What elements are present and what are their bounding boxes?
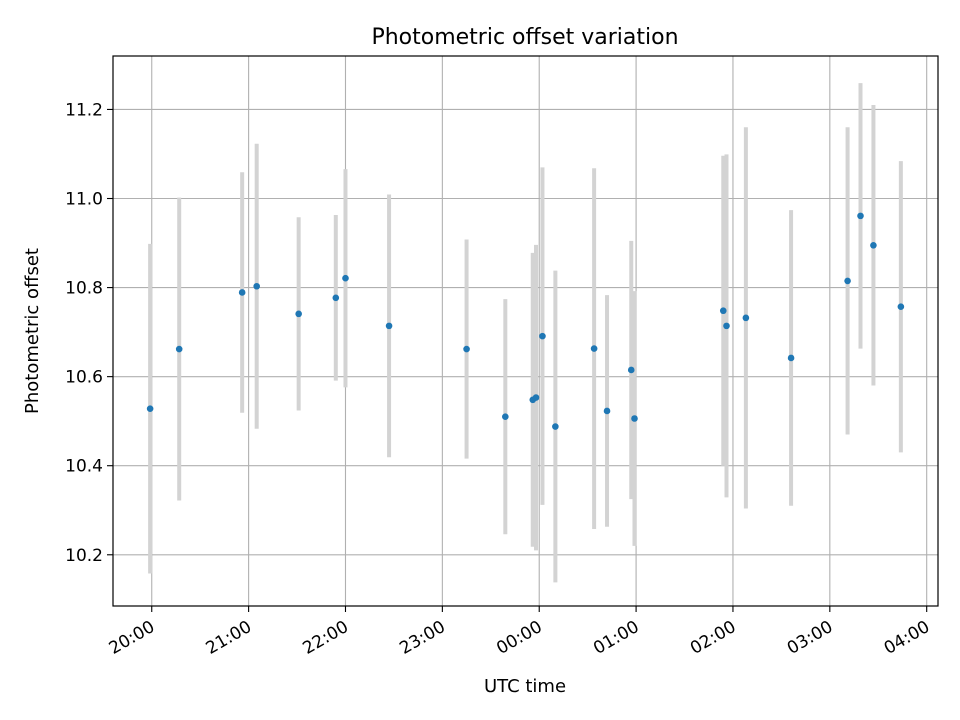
data-point bbox=[897, 303, 905, 311]
y-tick-label: 11.2 bbox=[65, 100, 103, 120]
data-point bbox=[844, 277, 851, 285]
data-point bbox=[532, 394, 540, 401]
y-axis-label: Photometric offset bbox=[22, 248, 43, 414]
y-ticks: 10.2 10.4 10.6 10.8 11.0 11.2 bbox=[65, 100, 113, 566]
data-point bbox=[342, 274, 349, 282]
y-tick-label: 10.4 bbox=[65, 457, 103, 477]
data-point bbox=[742, 314, 750, 322]
plot-frame bbox=[112, 55, 939, 607]
data-point bbox=[332, 294, 340, 302]
data-point bbox=[870, 241, 877, 249]
chart-title: Photometric offset variation bbox=[371, 25, 678, 50]
data-point bbox=[539, 332, 546, 340]
data-point bbox=[590, 345, 598, 352]
data-point bbox=[238, 289, 246, 296]
data-point bbox=[463, 345, 470, 353]
data-point bbox=[146, 405, 154, 413]
data-point bbox=[723, 322, 730, 330]
data-point bbox=[857, 212, 864, 220]
y-tick-label: 10.6 bbox=[65, 368, 103, 388]
data-point bbox=[631, 415, 638, 422]
data-point bbox=[502, 413, 509, 421]
data-point bbox=[787, 354, 795, 362]
data-point bbox=[552, 423, 559, 430]
y-tick-label: 10.8 bbox=[65, 279, 103, 299]
y-tick-label: 10.2 bbox=[65, 546, 103, 566]
x-axis-label: UTC time bbox=[484, 676, 566, 697]
data-point bbox=[175, 345, 183, 353]
y-gridlines bbox=[113, 108, 938, 556]
data-point bbox=[295, 310, 302, 318]
data-points bbox=[146, 212, 905, 430]
data-point bbox=[719, 307, 727, 315]
data-point bbox=[603, 407, 611, 415]
data-point bbox=[253, 282, 260, 290]
data-point bbox=[385, 322, 393, 330]
y-tick-label: 11.0 bbox=[65, 190, 103, 210]
data-point bbox=[627, 366, 635, 374]
